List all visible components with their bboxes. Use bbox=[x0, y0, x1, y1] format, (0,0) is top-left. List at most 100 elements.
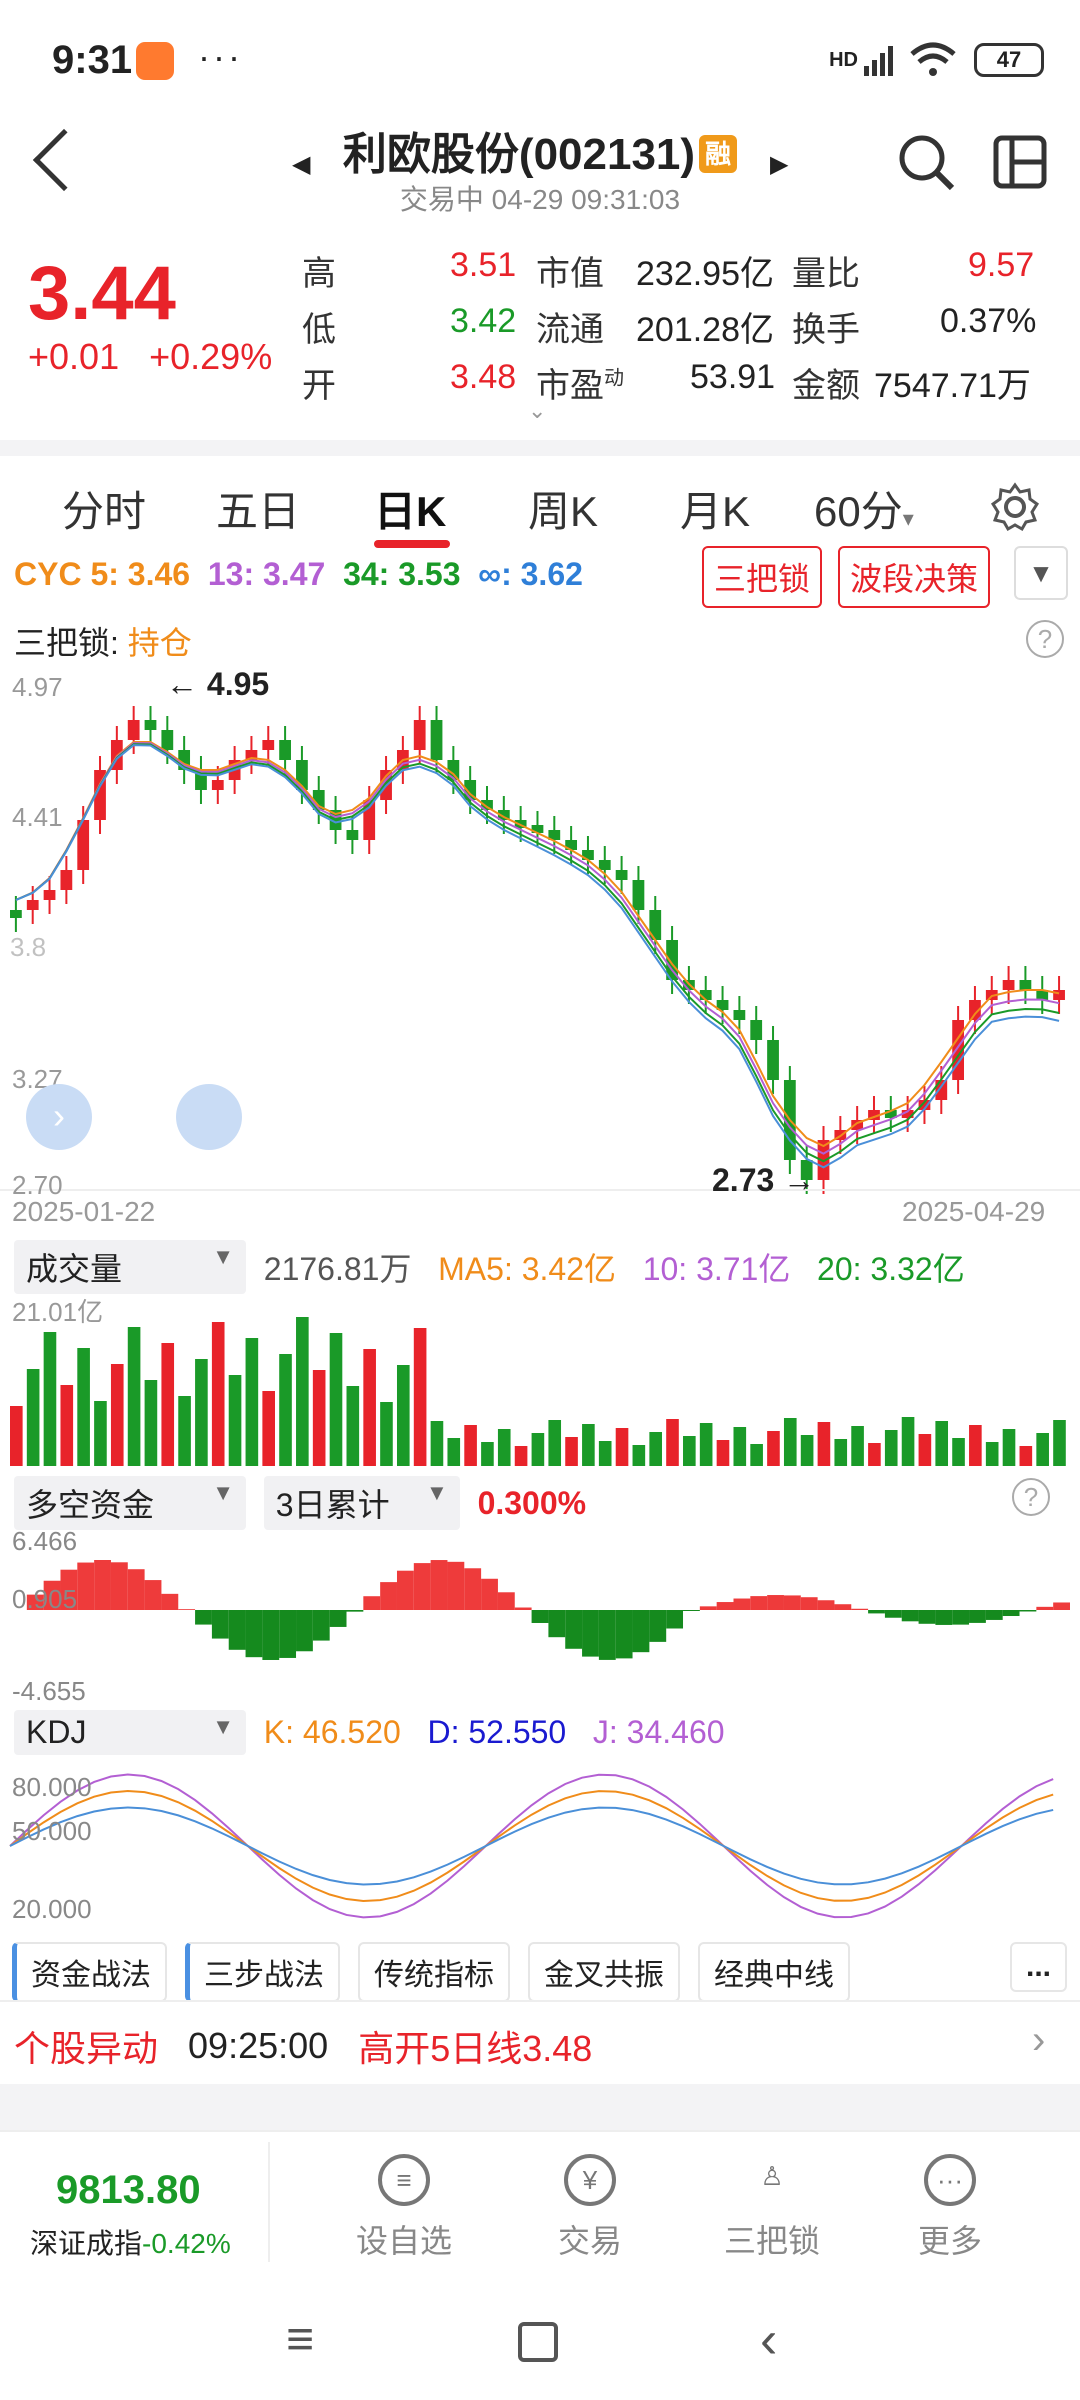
tab-weekly-k[interactable]: 周K bbox=[528, 488, 599, 535]
system-nav: ≡ ‹ bbox=[0, 2290, 1080, 2400]
kdj-axis-80: 80.000 bbox=[12, 1772, 92, 1802]
price-axis-min: 2.70 bbox=[12, 1170, 63, 1200]
volume-chart[interactable] bbox=[0, 1288, 1080, 1468]
change-value: +0.01 bbox=[28, 336, 120, 377]
vr-value: 9.57 bbox=[968, 246, 1035, 284]
chip-funds-strategy[interactable]: 资金战法 bbox=[12, 1942, 167, 2002]
amount-value: 7547.71万 bbox=[874, 367, 1031, 405]
nav-more[interactable]: ··· 更多 bbox=[890, 2154, 1010, 2262]
home-icon[interactable] bbox=[518, 2322, 558, 2362]
nav-trade[interactable]: ¥ 交易 bbox=[530, 2154, 650, 2262]
funds-selector[interactable]: 多空资金 ▼ bbox=[14, 1476, 246, 1530]
index-change: -0.42% bbox=[142, 2228, 231, 2259]
nav-add-watchlist[interactable]: ≡ 设自选 bbox=[344, 2154, 464, 2262]
alert-time: 09:25:00 bbox=[188, 2025, 329, 2066]
nav-three-locks[interactable]: ♙ 三把锁 bbox=[712, 2154, 832, 2262]
turnover-label: 换手 bbox=[792, 311, 860, 349]
stock-name: 利欧股份(002131) bbox=[342, 130, 696, 179]
cyc-indicators: CYC 5: 3.46 13: 3.47 34: 3.53 ∞: 3.62 bbox=[14, 556, 583, 593]
menu-icon[interactable]: ≡ bbox=[286, 2313, 315, 2366]
settings-gear-icon[interactable] bbox=[990, 482, 1040, 532]
status-right: HD 47 bbox=[829, 42, 1044, 78]
price-axis-3: 3.8 bbox=[10, 932, 47, 962]
funds-period-selector[interactable]: 3日累计 ▼ bbox=[263, 1476, 460, 1530]
mcap-label: 市值 bbox=[536, 255, 604, 293]
volume-selector[interactable]: 成交量 ▼ bbox=[14, 1240, 246, 1294]
section-gap bbox=[0, 2084, 1080, 2130]
high-annotation: ← 4.95 bbox=[166, 666, 270, 702]
dropdown-icon: ▼ bbox=[426, 1480, 448, 1505]
period-tabs: 分时 五日 日K 周K 月K 60分▾ bbox=[0, 440, 1080, 548]
index-value[interactable]: 9813.80 bbox=[56, 2168, 201, 2212]
price-change: +0.01 +0.29% bbox=[28, 336, 272, 378]
funds-label: 多空资金 bbox=[26, 1487, 155, 1523]
chip-golden-cross[interactable]: 金叉共振 bbox=[528, 1942, 680, 2002]
float-value: 201.28亿 bbox=[636, 311, 774, 349]
volume-label: 成交量 bbox=[26, 1251, 123, 1287]
more-notifications-icon: ··· bbox=[198, 36, 243, 77]
expand-chevron-icon[interactable]: ⌄ bbox=[528, 398, 547, 423]
date-end: 2025-04-29 bbox=[902, 1196, 1046, 1227]
chip-three-step[interactable]: 三步战法 bbox=[185, 1942, 340, 2002]
tab-monthly-k[interactable]: 月K bbox=[680, 488, 751, 535]
lock-label: 三把锁: bbox=[14, 625, 119, 661]
candlestick-chart[interactable] bbox=[0, 660, 1080, 1200]
stock-title: 利欧股份(002131) 融 bbox=[0, 118, 1080, 182]
trade-status: 交易中 04-29 09:31:03 bbox=[399, 184, 681, 215]
mcap-value: 232.95亿 bbox=[636, 255, 774, 293]
funds-axis-mid: 0.905 bbox=[12, 1584, 78, 1614]
tab-60min[interactable]: 60分▾ bbox=[814, 478, 914, 539]
list-icon: ≡ bbox=[378, 2154, 430, 2206]
tab-daily-k[interactable]: 日K bbox=[374, 488, 447, 535]
dropdown-icon: ▾ bbox=[902, 506, 914, 531]
kdj-axis-20: 20.000 bbox=[12, 1894, 92, 1924]
volume-axis-max: 21.01亿 bbox=[12, 1297, 104, 1327]
lock-status: 三把锁: 持仓 bbox=[14, 618, 192, 664]
funds-period: 3日累计 bbox=[275, 1487, 390, 1523]
chip-traditional[interactable]: 传统指标 bbox=[358, 1942, 510, 2002]
chevron-right-icon[interactable]: › bbox=[1032, 2018, 1046, 2062]
tab-intraday[interactable]: 分时 bbox=[62, 488, 147, 535]
low-label: 低 bbox=[302, 311, 336, 349]
expand-arrow-icon[interactable]: › bbox=[26, 1084, 92, 1150]
change-pct: +0.29% bbox=[149, 336, 273, 377]
landscape-icon[interactable] bbox=[992, 134, 1048, 190]
active-tab-indicator bbox=[374, 540, 450, 548]
nav-label: 设自选 bbox=[355, 2223, 452, 2259]
kdj-chart[interactable] bbox=[0, 1756, 1080, 1936]
chip-more[interactable]: ... bbox=[1010, 1942, 1068, 1992]
funds-axis-min: -4.655 bbox=[12, 1676, 86, 1706]
pe-value: 53.91 bbox=[690, 358, 776, 396]
three-locks-button[interactable]: 三把锁 bbox=[702, 546, 823, 608]
alert-label: 个股异动 bbox=[14, 2028, 159, 2069]
funds-chart[interactable] bbox=[0, 1520, 1080, 1700]
tab-five-day[interactable]: 五日 bbox=[216, 488, 301, 535]
network-label: HD bbox=[829, 48, 858, 71]
collapse-dropdown-icon[interactable]: ▼ bbox=[1014, 546, 1068, 600]
chip-classic-midline[interactable]: 经典中线 bbox=[698, 1942, 850, 2002]
cyc-5: CYC 5: 3.46 bbox=[14, 556, 191, 592]
search-icon[interactable] bbox=[896, 132, 956, 192]
landscape-toggle-icon[interactable] bbox=[176, 1084, 242, 1150]
kdj-selector[interactable]: KDJ ▼ bbox=[14, 1710, 246, 1755]
nav-label: 更多 bbox=[917, 2223, 982, 2259]
help-icon[interactable]: ? bbox=[1012, 1478, 1050, 1516]
cyc-34: 34: 3.53 bbox=[343, 556, 461, 592]
nav-label: 交易 bbox=[557, 2223, 622, 2259]
cyc-13: 13: 3.47 bbox=[207, 556, 326, 592]
next-stock-icon[interactable]: ▶ bbox=[770, 151, 789, 178]
band-decision-button[interactable]: 波段决策 bbox=[838, 546, 991, 608]
dropdown-icon: ▼ bbox=[212, 1714, 234, 1739]
lock-state: 持仓 bbox=[127, 625, 192, 661]
kdj-j: J: 34.460 bbox=[592, 1714, 725, 1750]
back-nav-icon[interactable]: ‹ bbox=[760, 2311, 778, 2369]
stock-alert[interactable]: 个股异动 09:25:00 高开5日线3.48 bbox=[14, 2020, 592, 2072]
volume-header: 成交量 ▼ 2176.81万 MA5: 3.42亿 10: 3.71亿 20: 3… bbox=[14, 1240, 965, 1294]
help-icon[interactable]: ? bbox=[1026, 620, 1064, 658]
prev-stock-icon[interactable]: ◀ bbox=[292, 151, 311, 178]
nav-divider bbox=[268, 2142, 270, 2262]
price-axis-2: 4.41 bbox=[12, 802, 63, 832]
index-info[interactable]: 深证成指-0.42% bbox=[30, 2222, 231, 2262]
kdj-label: KDJ bbox=[26, 1714, 87, 1750]
pe-label-text: 市盈 bbox=[536, 367, 604, 405]
